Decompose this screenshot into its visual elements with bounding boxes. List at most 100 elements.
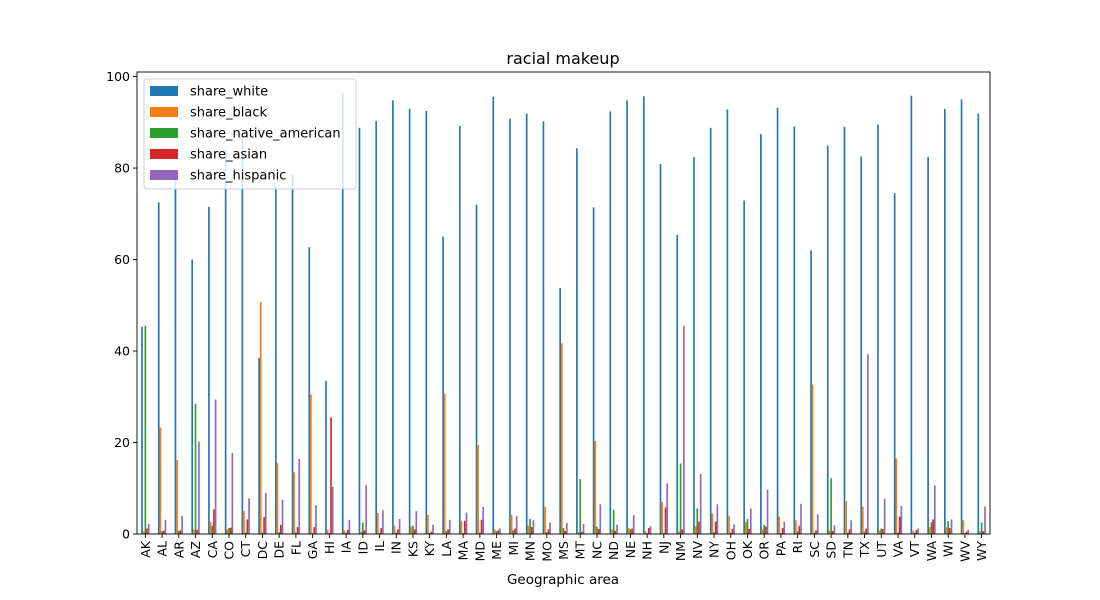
bar-share_black-OH bbox=[728, 515, 730, 534]
x-tick-label: UT bbox=[874, 541, 889, 558]
bar-share_white-KS bbox=[408, 108, 411, 535]
bar-share_native_american-SC bbox=[813, 532, 816, 534]
bar-share_native_american-VT bbox=[913, 532, 916, 534]
legend-label-share_white: share_white bbox=[190, 85, 268, 100]
bar-share_native_american-ID bbox=[361, 522, 364, 534]
bar-share_hispanic-MO bbox=[549, 522, 551, 534]
bar-share_native_american-CO bbox=[228, 528, 230, 534]
bar-share_asian-ID bbox=[363, 530, 366, 534]
bar-share_asian-WV bbox=[965, 531, 968, 534]
bar-share_asian-NE bbox=[631, 528, 633, 534]
bar-share_native_american-WA bbox=[930, 522, 933, 534]
bar-share_black-RI bbox=[795, 520, 797, 534]
bar-share_white-DC bbox=[258, 357, 260, 534]
bar-share_black-OK bbox=[744, 522, 747, 534]
bar-share_asian-FL bbox=[296, 527, 299, 534]
bar-share_hispanic-OR bbox=[766, 489, 769, 534]
bar-share_black-ID bbox=[360, 531, 362, 534]
bar-share_hispanic-CO bbox=[231, 453, 234, 534]
x-tick-label: GA bbox=[305, 541, 320, 560]
bar-share_hispanic-FL bbox=[298, 458, 301, 534]
bar-share_native_american-KS bbox=[412, 525, 414, 534]
x-tick-label: MT bbox=[573, 541, 588, 560]
bar-share_native_american-NC bbox=[596, 526, 598, 534]
x-tick-label: MI bbox=[506, 541, 521, 555]
bar-share_white-FL bbox=[291, 174, 294, 535]
bar-share_native_american-NE bbox=[629, 529, 632, 534]
bar-share_hispanic-MN bbox=[532, 520, 535, 534]
bar-share_black-NM bbox=[678, 531, 680, 534]
bar-share_black-TX bbox=[862, 506, 864, 534]
bar-share_asian-MO bbox=[547, 529, 550, 534]
x-tick-label: IL bbox=[372, 541, 387, 552]
bar-share_black-GA bbox=[310, 394, 312, 534]
bar-share_white-UT bbox=[877, 124, 879, 535]
bar-share_black-IL bbox=[377, 512, 379, 534]
bar-share_asian-KY bbox=[430, 531, 433, 534]
bar-share_native_american-MN bbox=[529, 518, 531, 534]
bar-share_hispanic-AL bbox=[164, 519, 167, 534]
bar-share_hispanic-GA bbox=[315, 505, 317, 534]
bar-share_native_american-NY bbox=[713, 532, 715, 534]
bar-share_asian-MT bbox=[581, 531, 583, 534]
x-tick-label: CO bbox=[221, 541, 236, 560]
bar-share_black-CT bbox=[243, 511, 245, 534]
bar-share_native_american-AR bbox=[177, 530, 180, 534]
x-tick-label: KS bbox=[405, 541, 420, 557]
bar-share_native_american-TN bbox=[846, 532, 849, 534]
bar-share_native_american-IN bbox=[395, 532, 398, 534]
bar-share_hispanic-SD bbox=[833, 525, 836, 534]
bar-share_hispanic-WV bbox=[967, 529, 970, 534]
bar-share_asian-IL bbox=[380, 528, 383, 534]
bar-share_white-OH bbox=[726, 109, 729, 534]
x-tick-label: AR bbox=[171, 541, 186, 559]
bar-share_native_american-NH bbox=[646, 533, 648, 534]
legend-swatch-share_native_american bbox=[150, 128, 178, 138]
bar-share_asian-ME bbox=[497, 530, 500, 534]
bar-share_asian-UT bbox=[882, 528, 884, 534]
bar-share_black-MI bbox=[510, 514, 513, 534]
x-tick-label: OK bbox=[740, 540, 755, 559]
x-tick-label: MA bbox=[456, 541, 471, 561]
bar-share_white-KY bbox=[425, 110, 428, 534]
bar-share_asian-TN bbox=[848, 529, 851, 534]
bar-share_white-NV bbox=[693, 157, 695, 535]
bar-share_black-WA bbox=[928, 527, 931, 534]
bar-share_white-MO bbox=[542, 121, 545, 534]
bar-share_white-WA bbox=[927, 157, 929, 535]
bar-share_asian-MA bbox=[463, 520, 466, 534]
bar-share_asian-GA bbox=[313, 527, 316, 534]
bar-share_black-TN bbox=[845, 501, 847, 534]
bar-share_asian-KS bbox=[413, 529, 416, 534]
x-tick-label: IA bbox=[339, 541, 354, 554]
x-tick-label: DE bbox=[272, 541, 287, 559]
bar-share_black-SD bbox=[828, 530, 831, 534]
bar-share_black-NE bbox=[627, 528, 630, 534]
bar-share_black-UT bbox=[878, 530, 881, 534]
bar-share_asian-PA bbox=[781, 528, 784, 534]
x-tick-label: ME bbox=[489, 541, 504, 560]
bar-share_asian-AK bbox=[146, 528, 148, 534]
bars-layer bbox=[141, 92, 986, 535]
bar-share_hispanic-AR bbox=[181, 515, 183, 534]
bar-share_hispanic-MA bbox=[465, 512, 468, 534]
bar-share_white-NC bbox=[592, 207, 595, 535]
x-tick-label: TN bbox=[840, 541, 855, 559]
bar-share_hispanic-VT bbox=[917, 528, 919, 534]
bar-share_native_american-GA bbox=[311, 533, 314, 534]
bar-share_white-RI bbox=[793, 126, 796, 535]
bar-share_native_american-IL bbox=[378, 533, 381, 534]
bar-share_native_american-PA bbox=[780, 533, 782, 534]
bar-share_asian-WI bbox=[949, 528, 951, 534]
bar-share_native_american-IA bbox=[345, 532, 347, 534]
bar-share_black-WY bbox=[979, 531, 981, 534]
bar-share_native_american-OR bbox=[763, 524, 766, 534]
bar-share_asian-AL bbox=[162, 530, 165, 534]
bar-share_asian-MN bbox=[530, 527, 533, 534]
bar-share_hispanic-SC bbox=[816, 514, 819, 534]
legend-swatch-share_black bbox=[150, 107, 178, 117]
x-tick-label: WY bbox=[974, 541, 989, 561]
x-tick-label: OR bbox=[757, 541, 772, 560]
bar-share_white-VT bbox=[910, 95, 913, 535]
